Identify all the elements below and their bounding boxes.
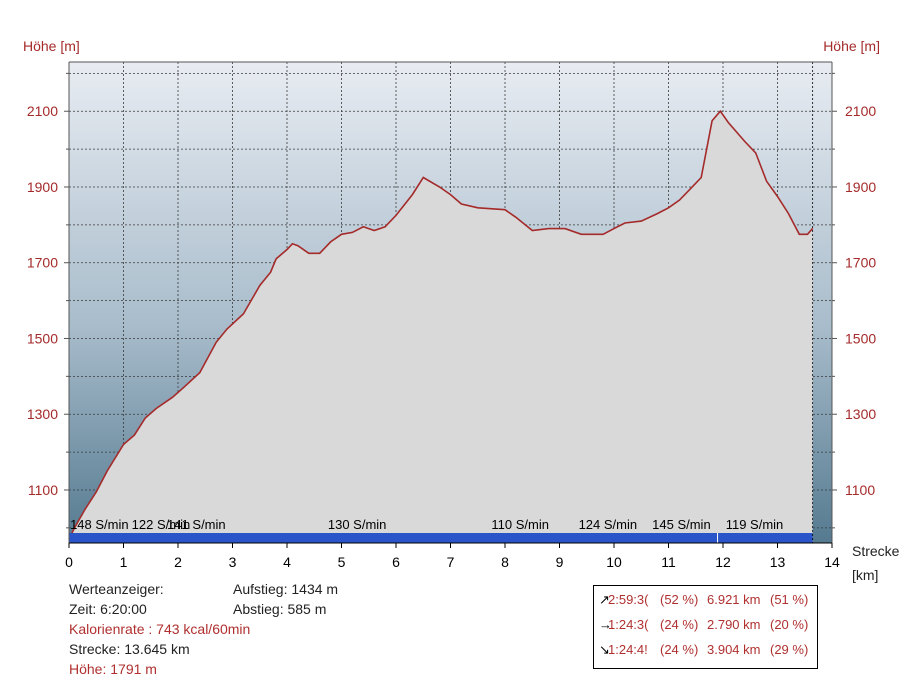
y-axis-title-left: Höhe [m] [23,38,80,54]
descent-arrow-icon: ↘ [599,642,610,657]
x-tick-label: 1 [120,554,128,570]
flat-arrow-icon: → [599,617,612,632]
y-tick-label-left: 1100 [28,482,58,498]
hoehe-value: Höhe: 1791 m [69,661,157,677]
x-tick-label: 13 [770,554,786,570]
cadence-bar [69,533,813,543]
x-tick-label: 0 [65,554,73,570]
kalorienrate-value: Kalorienrate : 743 kcal/60min [69,621,251,637]
x-axis-title: Strecke [852,543,900,559]
x-tick-label: 8 [501,554,509,570]
y-tick-label-right: 1900 [845,179,876,195]
y-tick-label-right: 1100 [845,482,875,498]
cadence-label: 122 S/min [132,517,191,532]
x-tick-label: 7 [447,554,455,570]
summary-distance-percent: (51 %) [770,592,809,607]
y-tick-label-left: 2100 [27,103,58,119]
x-tick-label: 4 [283,554,291,570]
cadence-label: 110 S/min [491,517,549,532]
cadence-label: 124 S/min [579,517,638,532]
x-tick-label: 12 [715,554,731,570]
cadence-label: 141 S/min [167,517,226,532]
summary-time-percent: (52 %) [660,592,699,607]
y-tick-label-right: 1500 [845,330,876,346]
zeit-value: Zeit: 6:20:00 [69,601,147,617]
summary-time-percent: (24 %) [660,617,699,632]
ascent-arrow-icon: ↗ [599,592,610,607]
aufstieg-value: Aufstieg: 1434 m [233,581,339,597]
x-tick-label: 6 [392,554,400,570]
summary-distance: 6.921 km [707,592,761,607]
y-tick-label-left: 1300 [27,406,58,422]
y-tick-label-left: 1900 [27,179,58,195]
y-tick-label-right: 2100 [845,103,876,119]
y-tick-label-left: 1700 [27,255,58,271]
y-tick-label-right: 1300 [845,406,876,422]
summary-time: 1:24:3( [608,617,649,632]
x-axis-unit: [km] [852,567,878,583]
summary-distance-percent: (29 %) [770,642,809,657]
elevation-area [69,111,813,543]
x-tick-label: 9 [556,554,564,570]
x-tick-label: 11 [661,554,676,570]
werteanzeiger-label: Werteanzeiger: [69,581,164,597]
y-tick-label-left: 1500 [27,330,58,346]
abstieg-value: Abstieg: 585 m [233,601,327,617]
x-tick-label: 2 [174,554,182,570]
x-tick-label: 10 [606,554,622,570]
cadence-label: 130 S/min [328,517,387,532]
summary-distance: 3.904 km [707,642,761,657]
strecke-value: Strecke: 13.645 km [69,641,190,657]
summary-time: 2:59:3( [608,592,649,607]
y-axis-title-right: Höhe [m] [823,38,880,54]
x-tick-label: 14 [824,554,840,570]
summary-distance: 2.790 km [707,617,761,632]
x-tick-label: 5 [338,554,346,570]
elevation-line [68,109,814,540]
summary-time: 1:24:4! [608,642,648,657]
cadence-label: 119 S/min [726,517,784,532]
cadence-label: 148 S/min [70,517,129,532]
summary-time-percent: (24 %) [660,642,699,657]
cadence-label: 145 S/min [652,517,711,532]
y-tick-label-right: 1700 [845,255,876,271]
x-tick-label: 3 [229,554,237,570]
summary-box: ↗ 2:59:3( (52 %) 6.921 km (51 %) → 1:24:… [593,585,818,669]
summary-distance-percent: (20 %) [770,617,809,632]
